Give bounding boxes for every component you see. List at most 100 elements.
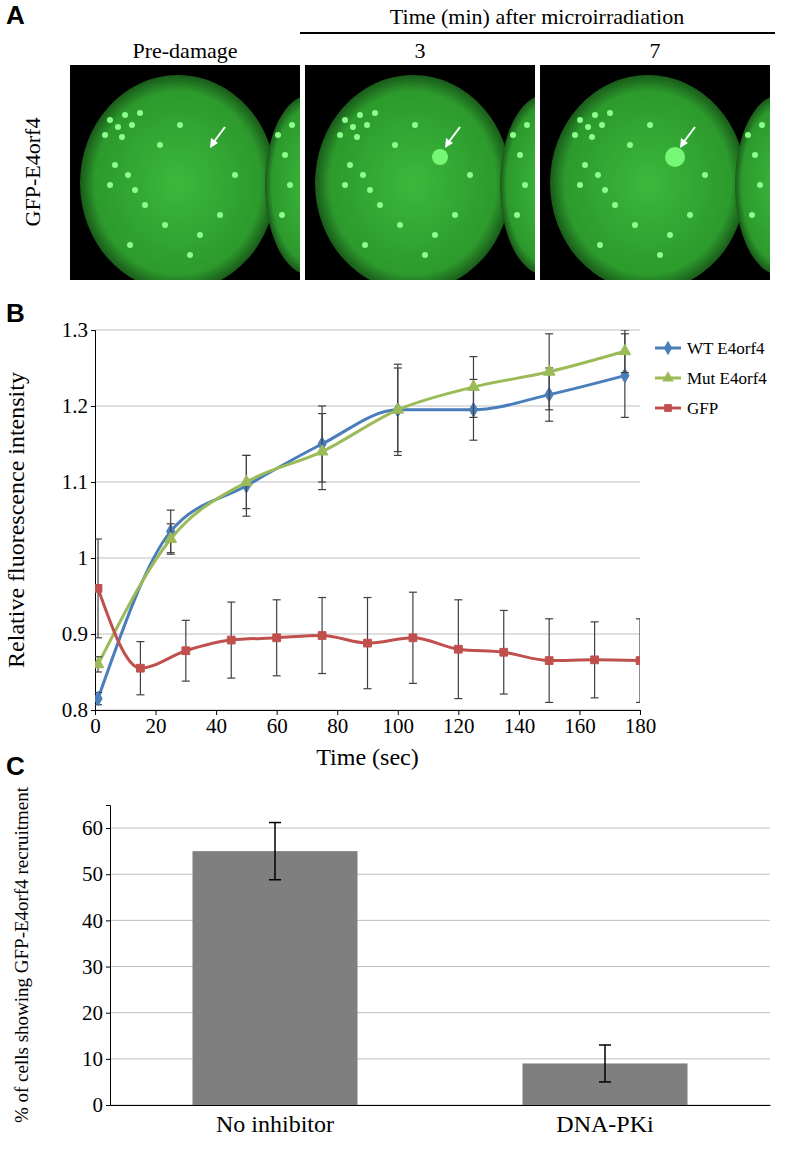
nuclear-body xyxy=(397,222,403,228)
legend-marker xyxy=(664,341,672,355)
marker xyxy=(95,658,104,668)
legend-marker xyxy=(664,404,672,412)
tick-label: 1.3 xyxy=(62,318,88,342)
nuclear-body xyxy=(422,252,428,258)
neighbor-nucleus xyxy=(265,95,300,275)
legend-item: GFP xyxy=(655,399,718,418)
marker xyxy=(364,639,372,647)
nuclear-body xyxy=(125,172,131,178)
error-cap xyxy=(318,405,326,406)
marker xyxy=(316,445,328,455)
nucleus xyxy=(315,75,511,280)
tick-mark xyxy=(106,1013,110,1014)
error-cap xyxy=(242,516,250,517)
tick-label: DNA-PKi xyxy=(556,1111,654,1137)
nuclear-body xyxy=(577,182,583,188)
neighbor-nucleus xyxy=(500,95,535,275)
error-cap xyxy=(469,417,477,418)
error-cap xyxy=(227,601,235,602)
error-bar xyxy=(454,600,462,699)
nuclear-body xyxy=(752,152,758,158)
tick-label: 80 xyxy=(327,714,348,738)
error-cap xyxy=(599,1044,611,1046)
tick: No inhibitor xyxy=(216,1105,334,1137)
nuclear-body xyxy=(647,122,653,128)
tick-label: 0.8 xyxy=(62,698,88,722)
nuclear-body xyxy=(367,187,373,193)
marker xyxy=(543,365,555,375)
error-cap xyxy=(95,538,102,539)
tick: 1.2 xyxy=(62,394,95,418)
legend-label: GFP xyxy=(687,399,718,418)
nuclear-body xyxy=(577,117,583,123)
panel-label: B xyxy=(6,298,25,328)
error-cap xyxy=(500,610,508,611)
tick-label: 100 xyxy=(383,714,415,738)
error-bar xyxy=(318,598,326,674)
error-cap xyxy=(636,702,640,703)
error-cap xyxy=(95,671,102,672)
error-cap xyxy=(269,822,281,824)
marker xyxy=(392,403,404,413)
nuclear-body xyxy=(357,112,363,118)
nuclear-body xyxy=(107,117,113,123)
nuclear-body xyxy=(759,122,765,128)
error-cap xyxy=(545,702,553,703)
legend-item: WT E4orf4 xyxy=(655,339,765,358)
panel-label: C xyxy=(6,751,25,781)
nuclear-body xyxy=(129,122,135,128)
nuclear-body xyxy=(582,162,588,168)
error-cap xyxy=(269,879,281,881)
legend-label: Mut E4orf4 xyxy=(687,369,767,388)
damage-spot xyxy=(432,149,448,165)
arrow-head xyxy=(210,138,218,148)
tick-label: No inhibitor xyxy=(216,1111,334,1137)
tick-label: 1 xyxy=(78,546,89,570)
tick: 140 xyxy=(504,710,536,738)
tick-mark xyxy=(91,406,95,407)
nuclear-body xyxy=(187,252,193,258)
nuclear-body xyxy=(112,162,118,168)
nuclear-body xyxy=(585,124,591,130)
error-cap xyxy=(621,372,629,373)
nuclear-body xyxy=(232,172,238,178)
panel-a: ATime (min) after microirradiationGFP-E4… xyxy=(6,0,800,291)
error-cap xyxy=(136,641,144,642)
tick: 10 xyxy=(82,1047,110,1071)
nuclear-body xyxy=(432,232,438,238)
nuclear-body xyxy=(362,242,368,248)
marker xyxy=(95,585,102,593)
error-cap xyxy=(500,693,508,694)
error-bar xyxy=(500,610,508,694)
nuclear-body xyxy=(354,134,360,140)
column-label: Pre-damage xyxy=(132,38,237,63)
nuclear-body xyxy=(137,110,143,116)
tick-label: 60 xyxy=(82,816,103,840)
tick-label: 0.9 xyxy=(62,622,88,646)
error-cap xyxy=(409,683,417,684)
figure: ATime (min) after microirradiationGFP-E4… xyxy=(0,0,800,1170)
nuclear-body xyxy=(517,152,523,158)
tick-label: 20 xyxy=(146,714,167,738)
tick-mark xyxy=(106,874,110,875)
error-bar xyxy=(136,642,144,695)
error-bar xyxy=(95,539,102,638)
axis-line xyxy=(111,1105,771,1106)
nuclear-body xyxy=(595,172,601,178)
tick: 40 xyxy=(206,710,227,738)
marker xyxy=(182,647,190,655)
tick: 0.9 xyxy=(62,622,95,646)
nucleus xyxy=(80,75,276,280)
chart-bar: C0102030405060No inhibitorDNA-PKi% of ce… xyxy=(6,751,771,1137)
tick: 80 xyxy=(327,710,348,738)
nuclear-body xyxy=(347,162,353,168)
marker xyxy=(591,656,599,664)
error-cap xyxy=(454,599,462,600)
error-bar xyxy=(269,823,281,880)
grid-line xyxy=(95,330,640,331)
nuclear-body xyxy=(627,142,633,148)
error-cap xyxy=(394,364,402,365)
nuclear-body xyxy=(632,222,638,228)
marker xyxy=(165,532,177,542)
marker xyxy=(500,648,508,656)
